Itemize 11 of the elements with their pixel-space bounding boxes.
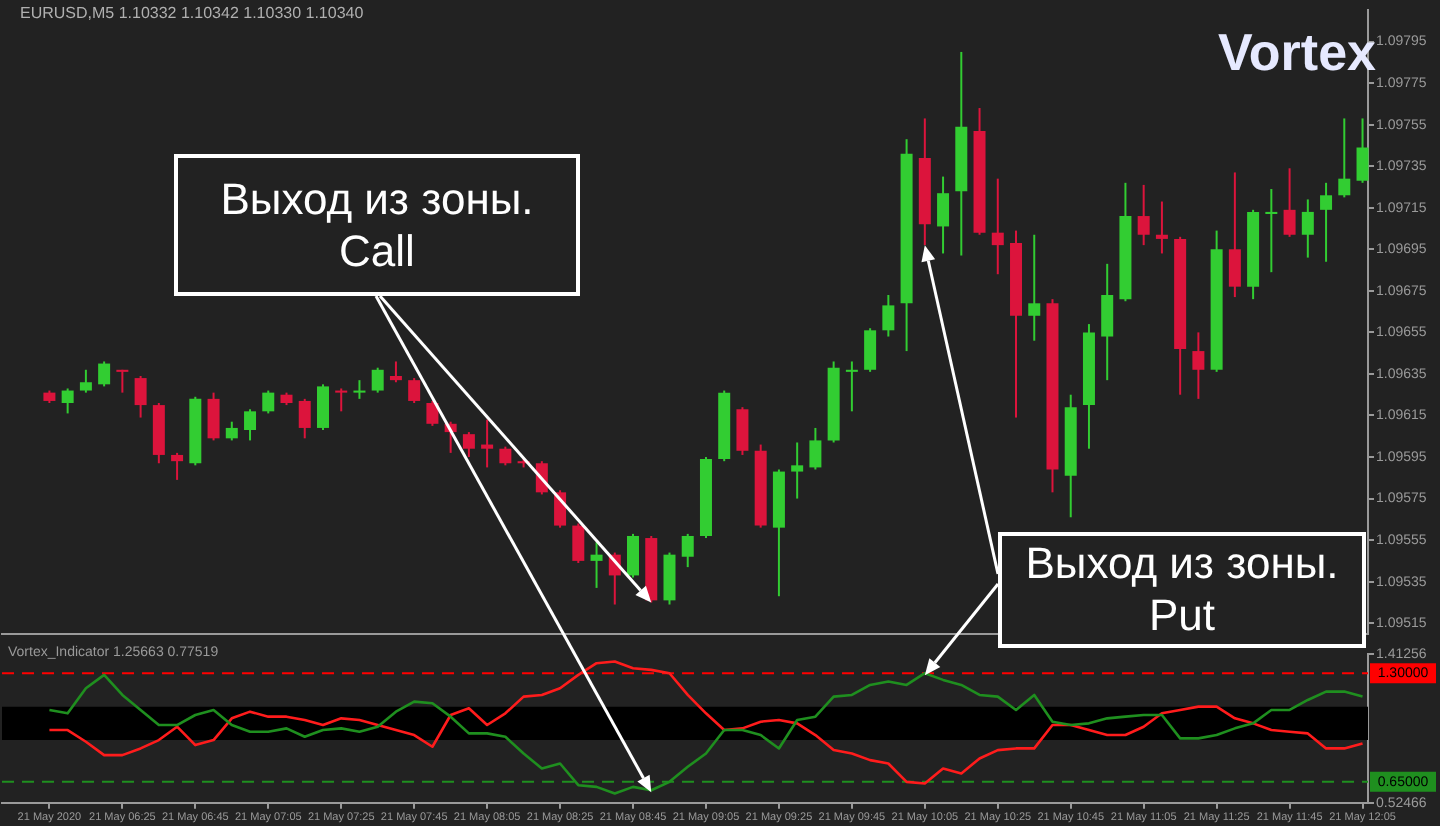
chart-title: Vortex xyxy=(1218,22,1376,82)
chart-subtitle: EURUSD,M5 1.10332 1.10342 1.10330 1.10340 xyxy=(20,4,364,24)
candlestick xyxy=(1265,189,1278,273)
candlestick xyxy=(845,361,858,412)
annotation: Выход из зоны. Call xyxy=(218,173,536,277)
annotation: Выход из зоны. Put xyxy=(1023,538,1341,642)
candlestick xyxy=(1155,201,1168,254)
candlestick xyxy=(335,388,348,412)
candlestick xyxy=(353,380,366,399)
candlestick xyxy=(116,369,129,393)
candlestick xyxy=(481,419,494,468)
